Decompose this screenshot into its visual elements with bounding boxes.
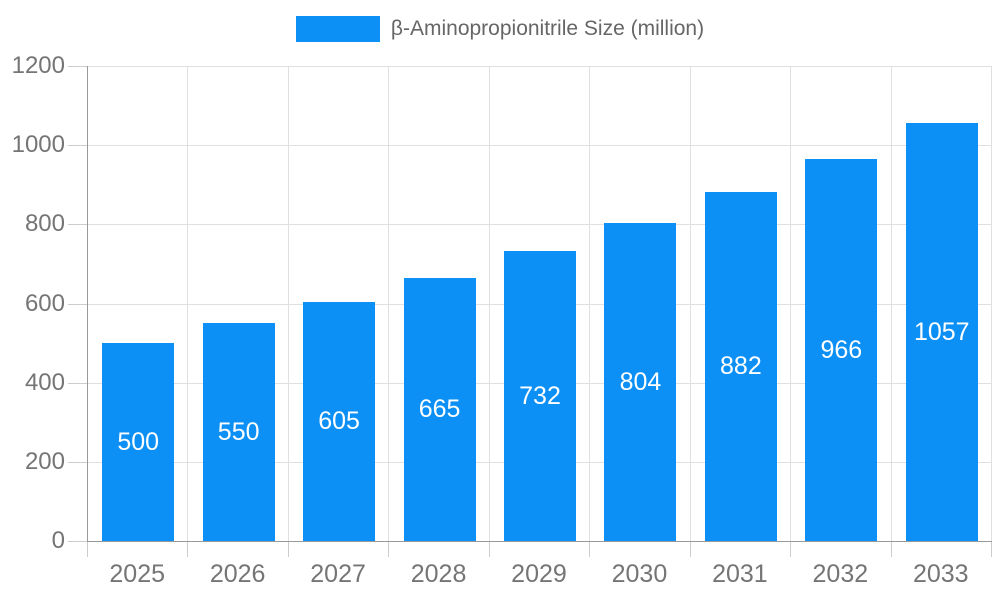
x-axis-tick-mark	[287, 542, 289, 557]
x-axis-tick-label: 2026	[209, 560, 266, 588]
bar-value-label: 500	[117, 428, 160, 457]
x-axis-tick-mark	[388, 542, 390, 557]
y-axis-tick-label: 1200	[11, 52, 65, 79]
y-axis-tick-mark	[68, 541, 87, 542]
y-axis-tick-label: 600	[24, 289, 65, 317]
x-axis-tick-mark	[790, 542, 792, 557]
y-axis-tick-label: 0	[51, 527, 65, 554]
y-axis-tick-label: 400	[24, 368, 65, 396]
y-axis-tick-mark	[68, 382, 87, 384]
gridline-vertical	[287, 66, 289, 541]
y-axis-tick-mark	[68, 303, 87, 305]
bar[interactable]: 500	[102, 343, 175, 541]
x-axis-tick-mark	[991, 542, 992, 557]
gridline-horizontal	[88, 66, 992, 67]
gridline-vertical	[488, 66, 490, 541]
bar-value-label: 1057	[913, 317, 970, 346]
bar-value-label: 605	[318, 407, 360, 436]
x-axis-tick-mark	[187, 542, 189, 557]
x-axis-tick-label: 2029	[511, 560, 567, 588]
bar[interactable]: 882	[704, 191, 777, 541]
bar-value-label: 550	[217, 418, 260, 447]
gridline-vertical	[388, 66, 390, 541]
x-axis-tick-mark	[87, 542, 88, 557]
y-axis-tick-label: 1000	[11, 131, 65, 159]
y-axis-tick-mark	[68, 145, 87, 147]
plot-area: 500 550 605 665 732 804 882 966 1057	[87, 66, 992, 542]
gridline-vertical	[589, 66, 591, 541]
x-axis-tick-label: 2032	[812, 560, 869, 588]
gridline-vertical	[689, 66, 691, 541]
bar[interactable]: 1057	[905, 122, 978, 541]
legend-label: β-Aminopropionitrile Size (million)	[390, 17, 705, 40]
legend-swatch	[295, 16, 380, 42]
y-axis-tick-label: 200	[24, 447, 65, 475]
x-axis-tick-mark	[589, 542, 591, 557]
bar[interactable]: 732	[504, 251, 576, 541]
y-axis-tick-label: 800	[24, 210, 65, 238]
bar[interactable]: 804	[604, 222, 677, 541]
bar[interactable]: 550	[202, 323, 275, 541]
bar-value-label: 732	[519, 382, 561, 411]
gridline-vertical	[890, 66, 892, 541]
bar[interactable]: 665	[403, 277, 476, 541]
x-axis-tick-mark	[890, 542, 892, 557]
x-axis-tick-label: 2031	[712, 560, 768, 588]
x-axis-tick-mark	[488, 542, 490, 557]
x-axis-tick-label: 2027	[310, 560, 366, 588]
y-axis-tick-mark	[68, 66, 87, 67]
legend-item[interactable]: β-Aminopropionitrile Size (million)	[0, 16, 1000, 42]
bar[interactable]: 966	[805, 158, 878, 541]
x-axis-tick-label: 2033	[912, 560, 969, 588]
y-axis-tick-mark	[68, 224, 87, 226]
gridline-horizontal	[88, 224, 992, 226]
x-axis-tick-label: 2028	[410, 560, 467, 588]
bar-value-label: 804	[619, 367, 662, 396]
gridline-vertical	[790, 66, 792, 541]
bar-value-label: 882	[720, 352, 762, 381]
gridline-vertical	[991, 66, 992, 541]
x-axis-tick-mark	[689, 542, 691, 557]
bar-value-label: 966	[820, 335, 863, 364]
gridline-horizontal	[88, 145, 992, 147]
bar-value-label: 665	[418, 395, 461, 424]
gridline-vertical	[187, 66, 189, 541]
x-axis-tick-label: 2030	[611, 560, 668, 588]
x-axis-tick-label: 2025	[109, 560, 166, 588]
y-axis-tick-mark	[68, 461, 87, 463]
bar[interactable]: 605	[303, 301, 376, 541]
